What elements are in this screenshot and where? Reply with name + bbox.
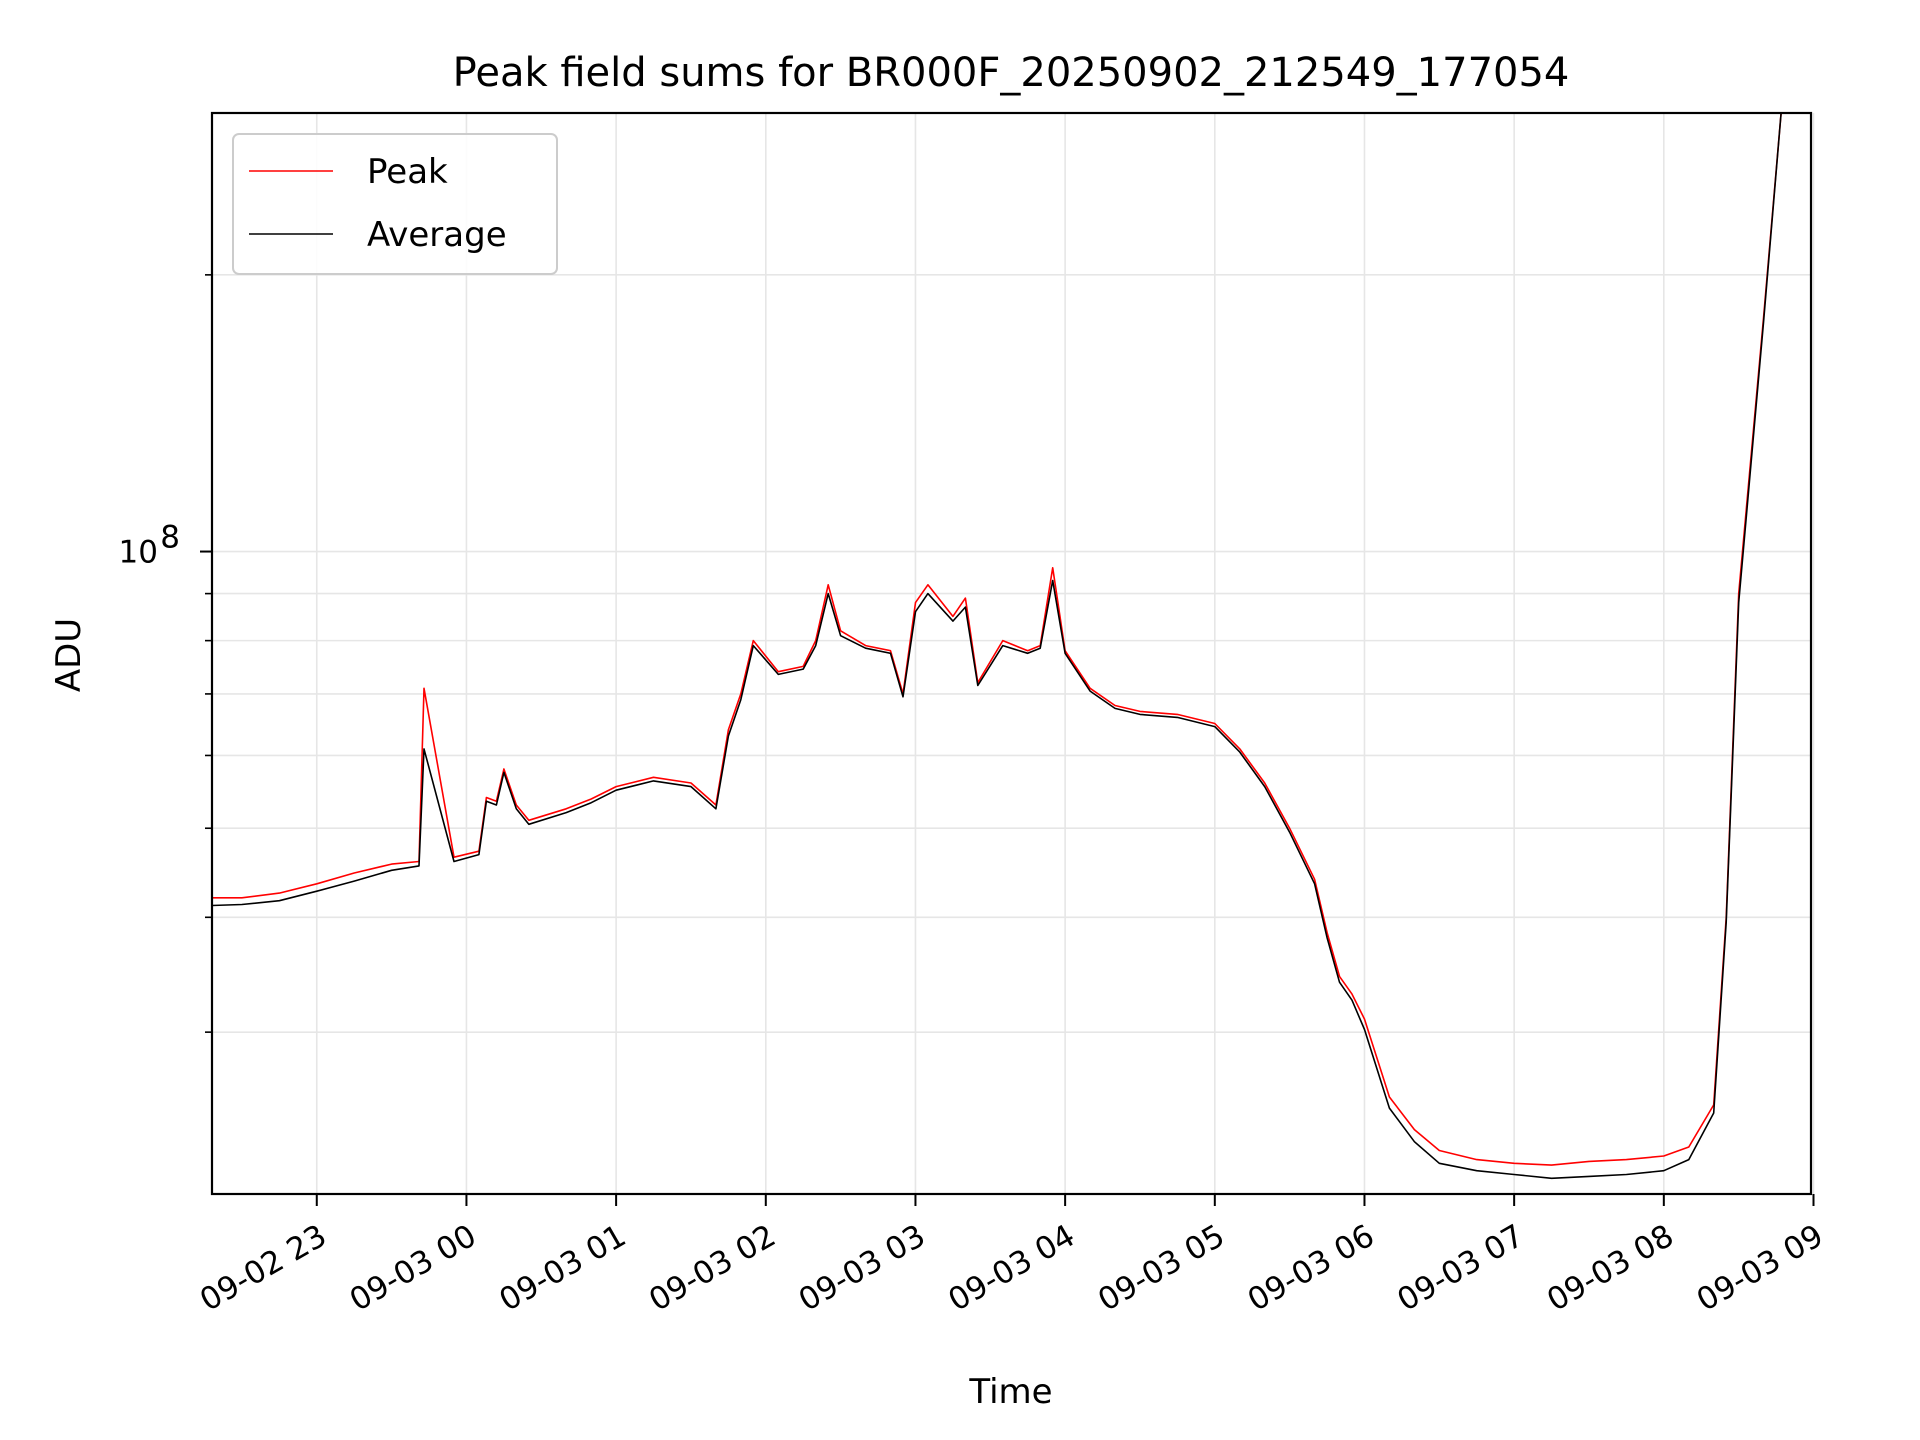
plot-frame (210, 111, 1813, 1196)
x-axis-label: Time (968, 1372, 1052, 1412)
series-line-peak (212, 113, 1782, 1166)
series-line-average (212, 113, 1782, 1180)
y-tick-exponent: 8 (160, 520, 180, 556)
legend: Peak Average (232, 133, 558, 275)
legend-label-average: Average (367, 215, 507, 255)
series-layer (212, 113, 1782, 1180)
y-axis-label: ADU (49, 618, 89, 692)
legend-label-peak: Peak (367, 152, 448, 192)
y-tick-label: 10 (119, 535, 158, 571)
chart-title: Peak field sums for BR000F_20250902_2125… (453, 50, 1570, 96)
y-tick-base: 10 (119, 535, 158, 571)
grid-lines (212, 113, 1815, 1194)
legend-box (232, 133, 558, 275)
